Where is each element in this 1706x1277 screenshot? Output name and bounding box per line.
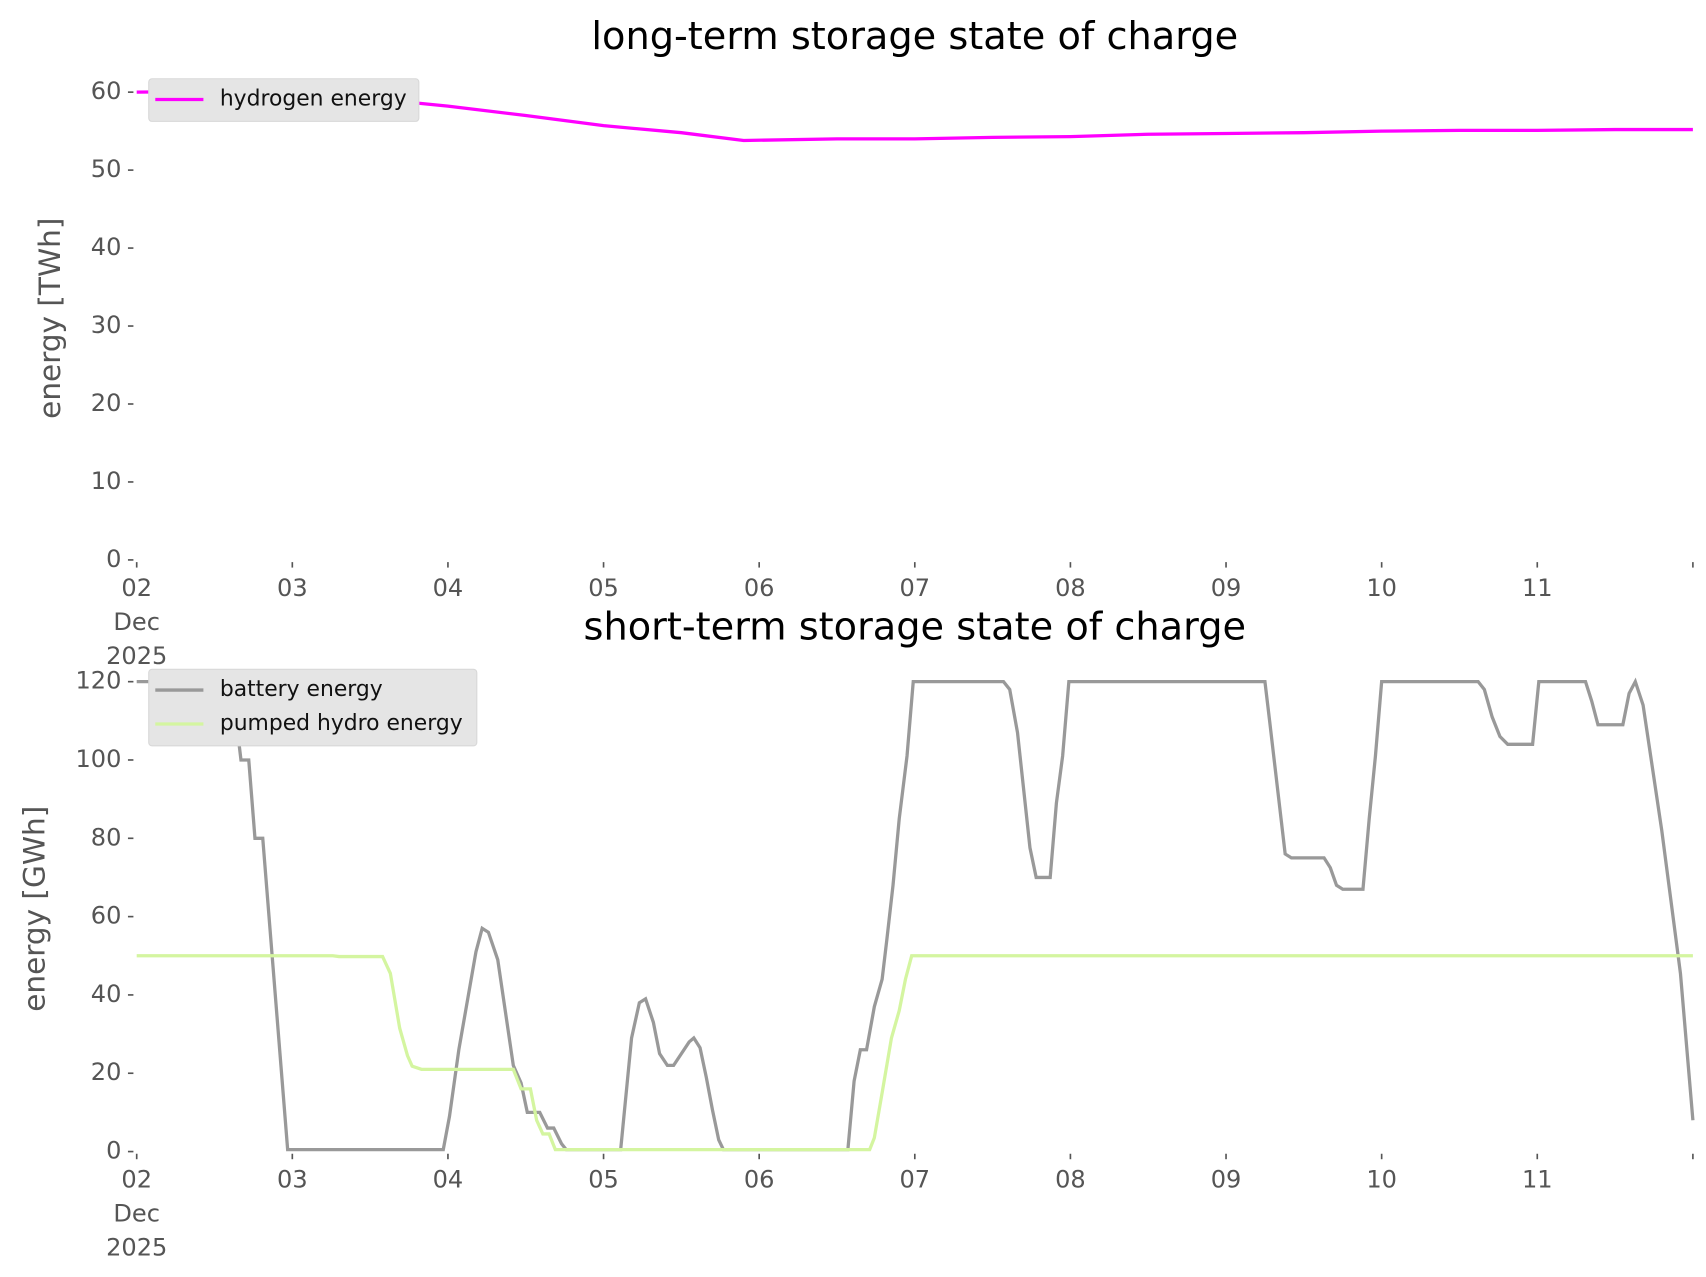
y-tick-label: 60 [91,77,122,105]
x-tick-label: 03 [277,1166,308,1195]
x-tick-label: 11 [1521,575,1553,603]
x-tick-label: 04 [432,1166,464,1195]
x-tick-label: 02 Dec 2025 [106,1166,168,1263]
y-tick-label: 20 [91,389,122,417]
x-tick-label: 05 [588,1166,619,1195]
x-tick-label: 07 [899,575,931,603]
legend-label: pumped hydro energy [220,711,463,736]
x-tick-label: 02 Dec 2025 [106,575,168,671]
y-tick-label: 0 [106,1137,121,1165]
y-tick-label: 40 [91,980,122,1008]
legend-box [148,668,478,747]
y-tick-label: 50 [91,155,122,183]
y-tick-label: 120 [75,667,121,695]
y-tick-label: 10 [91,467,122,495]
legend-label: battery energy [220,677,383,702]
x-tick-label: 05 [588,575,619,603]
x-tick-label: 08 [1055,1166,1086,1195]
chart-title: long-term storage state of charge [591,14,1238,59]
y-tick-label: 0 [106,545,121,573]
y-axis-label: energy [GWh] [18,806,52,1012]
y-tick-label: 20 [91,1058,122,1086]
y-tick-label: 30 [91,311,122,339]
x-tick-label: 08 [1055,575,1086,603]
x-tick-label: 11 [1521,1166,1553,1195]
x-tick-label: 06 [743,1166,775,1195]
x-tick-label: 04 [432,575,464,603]
y-tick-label: 100 [75,745,121,773]
y-tick-label: 40 [91,233,122,261]
x-tick-label: 07 [899,1166,931,1195]
x-tick-label: 06 [743,575,775,603]
x-tick-label: 10 [1366,575,1397,603]
y-tick-label: 80 [91,823,122,851]
x-tick-label: 09 [1210,1166,1242,1195]
series-line [136,954,1693,1152]
y-axis-label: energy [TWh] [33,218,67,419]
legend-box [148,78,420,122]
chart-title: short-term storage state of charge [584,604,1246,649]
legend-label: hydrogen energy [220,87,407,112]
y-tick-label: 60 [91,902,122,930]
x-tick-label: 09 [1210,575,1242,603]
x-tick-label: 03 [277,575,308,603]
x-tick-label: 10 [1366,1166,1397,1195]
series-line [136,677,1695,1152]
